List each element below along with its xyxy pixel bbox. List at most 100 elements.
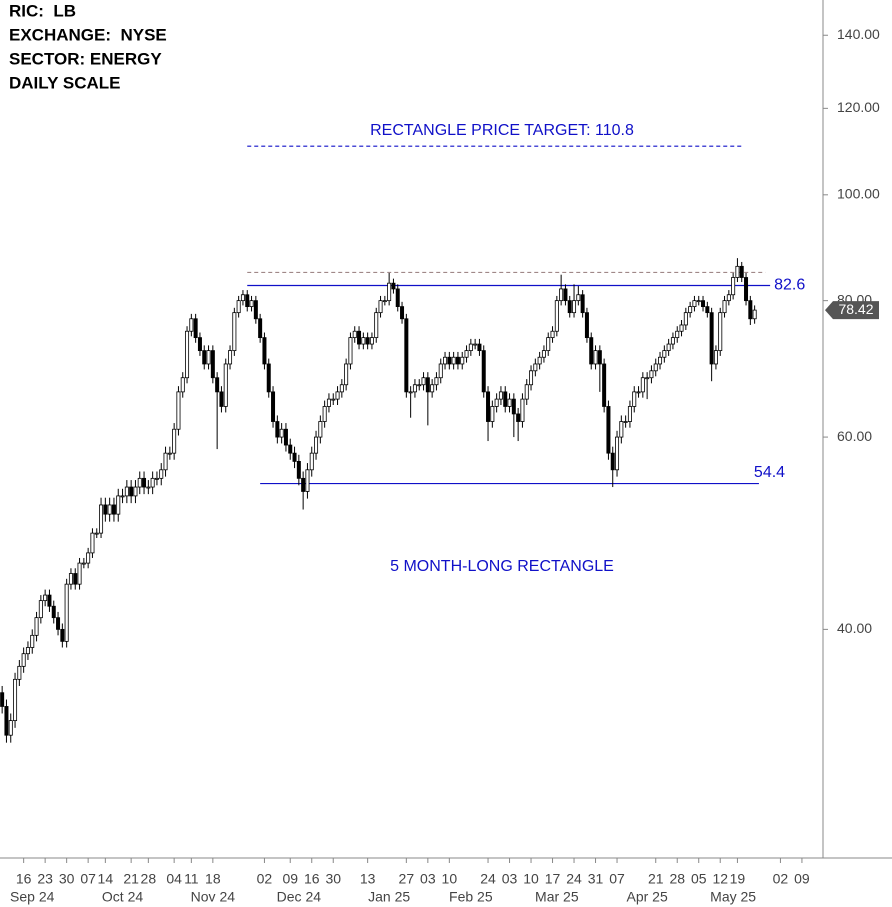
candle-body [240,294,245,302]
candle-body [86,552,91,564]
candle-body [124,486,129,497]
y-tick-label: 100.00 [837,186,880,202]
candle-body [232,312,237,352]
x-tick-label: 04 [166,871,182,887]
candle-body [68,573,73,585]
x-tick-label: 11 [184,871,199,887]
candle-body [546,337,551,352]
header-line: RIC: LB [9,1,76,20]
candle-body [163,452,168,471]
candle-body [731,277,736,296]
candle-body [60,628,65,642]
candle-body [202,350,207,365]
month-label: Mar 25 [535,889,579,905]
candle-body [589,337,594,365]
candle-body [597,350,602,365]
month-label: Dec 24 [277,889,322,905]
x-tick-label: 24 [480,871,496,887]
candle-body [408,391,413,394]
candle-body [25,647,30,655]
candle-body [180,377,185,393]
candle-body [722,300,727,314]
level-label: 82.6 [774,277,805,294]
last-price-tag [825,301,879,320]
candle-body [520,398,525,422]
candle-body [726,294,731,302]
candle-body [47,594,52,607]
candle-body [662,350,667,358]
candle-body [529,370,534,386]
candle-body [193,318,198,339]
candle-body [167,452,172,455]
annotation: 5 MONTH-LONG RECTANGLE [390,558,614,575]
x-tick-label: 24 [566,871,582,887]
candle-body [434,377,439,386]
candle-body [511,398,516,415]
candle-body [348,337,353,365]
candle-body [658,356,663,365]
x-tick-label: 14 [98,871,114,887]
candle-body [632,391,637,407]
candle-body [129,486,134,497]
header-line: EXCHANGE: NYSE [9,25,167,44]
x-tick-label: 30 [59,871,75,887]
candle-body [279,428,284,438]
candle-body [90,532,95,554]
candle-body [228,350,233,365]
candle-body [649,370,654,379]
candle-body [447,356,452,365]
candle-body [524,384,529,400]
candle-body [709,312,714,365]
candle-body [619,421,624,438]
candle-body [443,356,448,365]
candle-body [464,350,469,358]
x-tick-label: 21 [123,871,139,887]
candle-body [253,300,258,320]
candle-body [490,406,495,422]
candle-body [331,398,336,401]
candle-body [705,306,710,314]
candle-body [460,356,465,365]
candle-body [361,337,366,345]
candle-body [683,312,688,326]
candle-body [395,288,400,308]
candle-body [739,265,744,278]
candle-body [653,363,658,372]
candle-body [537,356,542,365]
x-tick-label: 28 [669,871,685,887]
candle-body [670,337,675,345]
candle-body [425,377,430,393]
candle-body [206,350,211,365]
x-tick-label: 16 [16,871,32,887]
candle-body [357,330,362,345]
candle-body [718,312,723,352]
x-tick-label: 02 [257,871,273,887]
candle-body [688,306,693,314]
x-tick-label: 19 [730,871,746,887]
candle-body [378,300,383,314]
candle-body [748,300,753,320]
candle-body [554,300,559,332]
month-label: May 25 [710,889,756,905]
candle-body [326,398,331,407]
candle-body [675,330,680,339]
candle-body [73,573,78,585]
candle-body [382,300,387,303]
x-tick-label: 28 [141,871,157,887]
candle-body [468,343,473,352]
candle-body [137,477,142,488]
candle-body [559,288,564,302]
month-label: Sep 24 [10,889,55,905]
candle-body [387,282,392,302]
candle-body [43,594,48,602]
level-label: 54.4 [754,464,785,481]
x-tick-label: 30 [325,871,341,887]
candle-body [133,486,138,497]
candle-body [567,300,572,314]
candle-body [417,384,422,387]
month-label: Feb 25 [449,889,493,905]
candle-body [636,391,641,394]
x-tick-label: 09 [794,871,810,887]
candle-body [223,363,228,407]
candle-body [172,428,177,454]
